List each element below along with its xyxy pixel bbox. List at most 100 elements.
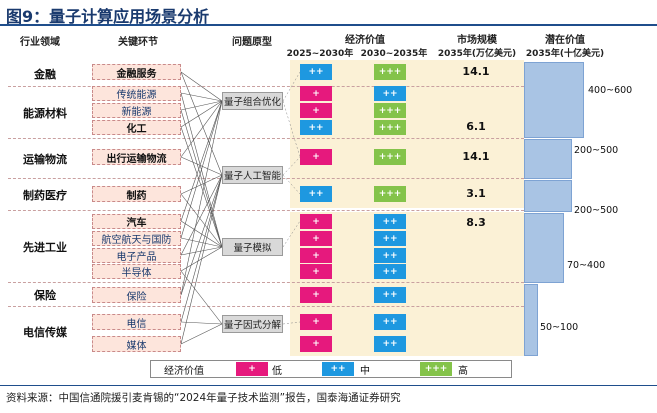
market-logistics: 14.1 <box>462 150 490 163</box>
connector <box>180 323 223 345</box>
link-mobility-logistics: 出行运输物流 <box>92 149 181 165</box>
header-link: 关键环节 <box>118 37 158 48</box>
header-econ-2025: 2025~2030年 <box>286 49 354 59</box>
problem-quantum-simulation: 量子模拟 <box>222 238 283 256</box>
connector <box>180 174 223 296</box>
header-econ-2030: 2030~2035年 <box>360 49 428 59</box>
connector <box>180 100 223 111</box>
link-chemicals: 化工 <box>92 120 181 135</box>
econ-2030-traditional-energy: ++ <box>374 86 406 101</box>
market-pharma: 3.1 <box>466 187 486 200</box>
potential-bar-insurance-telecom <box>524 284 538 356</box>
title-divider <box>0 24 657 26</box>
row-separator <box>8 210 524 211</box>
header-market-sub: 2035年(万亿美元) <box>437 49 517 59</box>
header-industry: 行业领域 <box>20 37 60 48</box>
connector <box>282 100 301 158</box>
econ-2030-electronics: ++ <box>374 248 406 263</box>
econ-2025-pharma: ++ <box>300 186 332 202</box>
connector <box>282 174 301 195</box>
econ-2025-chemicals: ++ <box>300 120 332 135</box>
potential-label-1: 200~500 <box>574 145 619 156</box>
connector <box>180 100 223 158</box>
row-separator <box>8 282 524 283</box>
econ-2030-telecom: ++ <box>374 314 406 330</box>
econ-2025-insurance: + <box>300 287 332 303</box>
header-problem: 问题原型 <box>232 37 272 48</box>
econ-2025-automotive: + <box>300 214 332 229</box>
connector <box>180 321 223 325</box>
econ-2030-chemicals: +++ <box>374 120 406 135</box>
legend-low-text: 低 <box>272 365 282 377</box>
link-aerospace-defense: 航空航天与国防 <box>92 231 181 246</box>
connector <box>180 100 223 128</box>
row-separator <box>8 86 524 87</box>
market-finance: 14.1 <box>462 65 490 78</box>
connector <box>282 156 301 176</box>
connector <box>180 174 223 345</box>
link-new-energy: 新能源 <box>92 103 181 118</box>
econ-2025-telecom: + <box>300 314 332 330</box>
connector <box>180 126 223 248</box>
econ-2030-automotive: ++ <box>374 214 406 229</box>
potential-label-2: 200~500 <box>574 205 619 216</box>
econ-2025-new-energy: + <box>300 103 332 118</box>
connector <box>282 220 301 248</box>
legend <box>150 360 512 378</box>
header-market: 市场规模 <box>457 35 497 46</box>
market-energy: 6.1 <box>466 120 486 133</box>
link-traditional-energy: 传统能源 <box>92 86 181 101</box>
legend-mid-text: 中 <box>360 365 370 377</box>
industry-pharma: 制药医疗 <box>23 189 67 202</box>
econ-2025-aerospace: + <box>300 231 332 246</box>
link-semiconductors: 半导体 <box>92 264 181 279</box>
econ-2030-logistics: +++ <box>374 149 406 165</box>
connector <box>180 109 223 248</box>
connector <box>282 321 301 325</box>
connector <box>180 270 223 325</box>
econ-2030-finance: +++ <box>374 64 406 80</box>
industry-telecom-media: 电信传媒 <box>23 326 67 339</box>
connector <box>180 156 223 176</box>
link-telecom: 电信 <box>92 314 181 330</box>
connector <box>180 220 223 248</box>
econ-2025-traditional-energy: + <box>300 86 332 101</box>
source-note: 资料来源：中国信通院援引麦肯锡的“2024年量子技术监测”报告，国泰海通证券研究 <box>6 392 401 404</box>
row-separator <box>8 138 524 139</box>
legend-mid-swatch: ++ <box>322 362 354 376</box>
row-separator <box>8 306 524 307</box>
link-electronics: 电子产品 <box>92 248 181 263</box>
econ-2025-logistics: + <box>300 149 332 165</box>
econ-2030-pharma: +++ <box>374 186 406 202</box>
econ-2030-media: ++ <box>374 336 406 352</box>
potential-label-3: 70~400 <box>567 260 606 271</box>
econ-2025-semiconductors: + <box>300 264 332 279</box>
link-insurance: 保险 <box>92 287 181 303</box>
econ-2030-insurance: ++ <box>374 287 406 303</box>
potential-bar-pharma <box>524 180 572 212</box>
connector <box>180 100 223 222</box>
potential-bar-finance-energy <box>524 62 584 138</box>
market-advanced-industry: 8.3 <box>466 216 486 229</box>
legend-label: 经济价值 <box>164 365 204 377</box>
figure-title: 图9：量子计算应用场景分析 <box>6 7 210 26</box>
industry-logistics: 运输物流 <box>23 153 67 166</box>
link-automotive: 汽车 <box>92 214 181 229</box>
industry-advanced-industry: 先进工业 <box>23 241 67 254</box>
connector <box>180 100 223 296</box>
industry-energy: 能源材料 <box>23 107 67 120</box>
potential-bar-advanced-industry <box>524 213 564 283</box>
connector <box>180 174 223 256</box>
connector <box>180 92 223 102</box>
connector <box>180 100 223 239</box>
problem-quantum-factorization: 量子因式分解 <box>222 315 283 333</box>
connector <box>180 237 223 248</box>
econ-2030-aerospace: ++ <box>374 231 406 246</box>
source-divider <box>0 385 657 386</box>
potential-bar-logistics <box>524 139 572 179</box>
potential-label-4: 50~100 <box>540 322 579 333</box>
connector <box>180 174 223 323</box>
problem-combinatorial-optimization: 量子组合优化 <box>222 92 283 110</box>
econ-2025-finance: ++ <box>300 64 332 80</box>
